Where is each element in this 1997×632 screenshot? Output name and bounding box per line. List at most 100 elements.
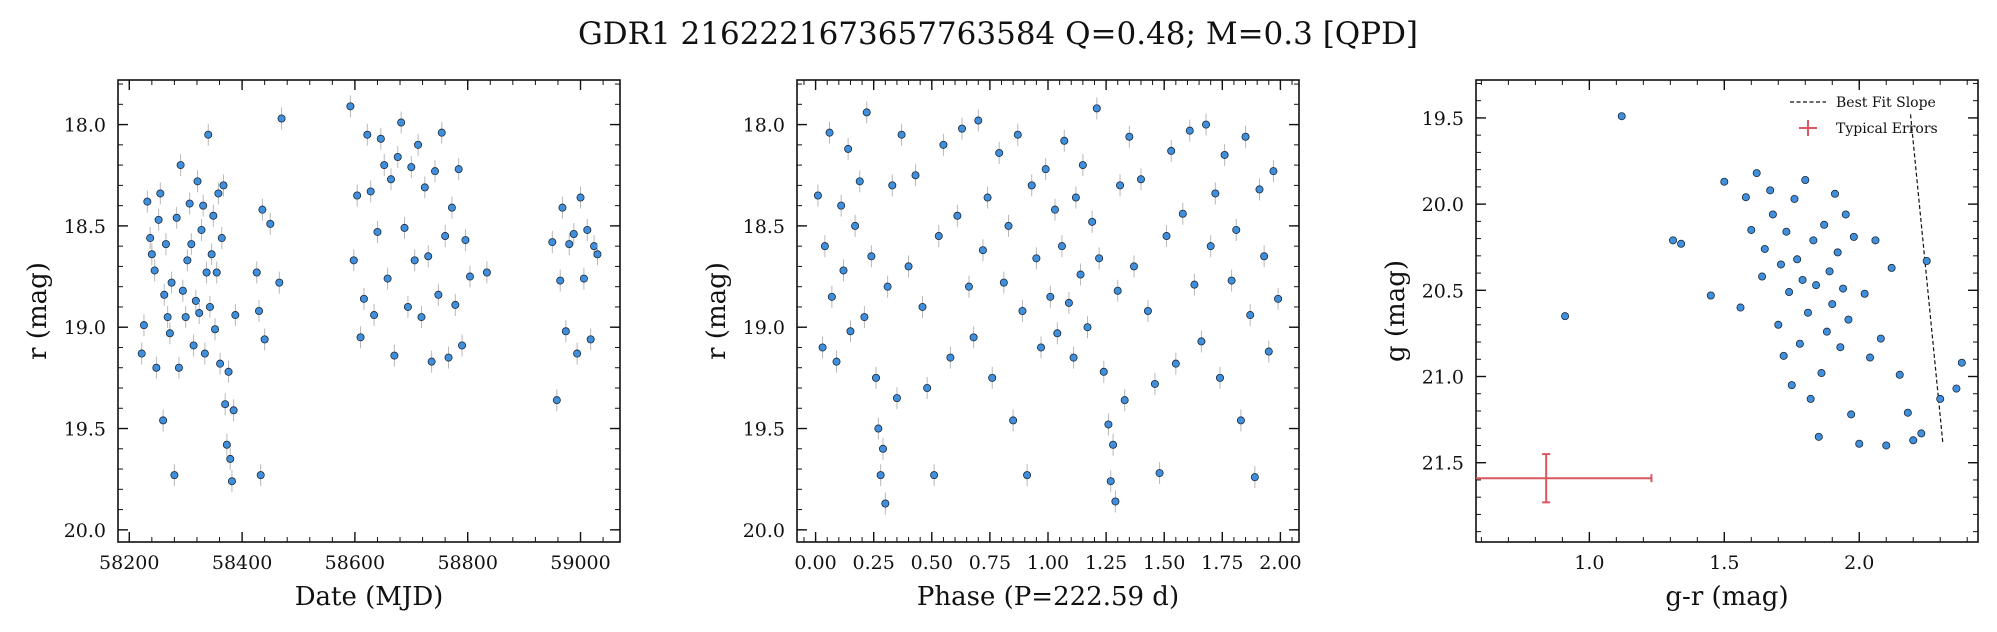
data-point [1109,440,1118,449]
data-point [1057,242,1066,251]
data-point [156,189,165,198]
data-point [252,268,261,277]
data-point [1787,381,1796,390]
data-point [217,234,226,243]
data-point [1060,136,1069,145]
data-point [1812,281,1821,290]
data-point [1227,276,1236,285]
light-curve-frame [117,79,621,543]
legend-typical-errors-label: Typical Errors [1836,121,1938,137]
x-tick-label: 0.50 [911,552,953,574]
data-point [1111,497,1120,506]
y-tick-label: 19.5 [1422,108,1464,130]
data-point [988,373,997,382]
data-point [386,175,395,184]
data-point [897,130,906,139]
data-point [1833,248,1842,257]
data-point [1004,221,1013,230]
data-point [565,240,574,249]
data-point [152,363,161,372]
data-point [855,177,864,186]
data-point [397,118,406,127]
data-point [221,400,230,409]
x-tick-label: 1.00 [1027,552,1069,574]
data-point [363,130,372,139]
data-point [1936,394,1945,403]
data-point [191,296,200,305]
y-axis-label: r (mag) [23,262,53,360]
data-point [934,232,943,241]
data-point [1825,267,1834,276]
data-point [224,367,233,376]
data-point [851,221,860,230]
data-point [548,238,557,247]
data-point [969,333,978,342]
data-point [441,232,450,241]
data-point [923,383,932,392]
data-point [1747,225,1756,234]
data-point [1129,262,1138,271]
data-point [204,130,213,139]
y-tick-label: 19.5 [64,419,106,441]
data-point [1882,441,1891,450]
data-point [199,201,208,210]
data-point [258,205,267,214]
data-point [1053,329,1062,338]
data-point [1136,175,1145,184]
data-point [1806,394,1815,403]
data-point [205,302,214,311]
data-point [1260,252,1269,261]
data-point [918,302,927,311]
data-point [1736,303,1745,312]
data-point [1018,306,1027,315]
data-point [586,335,595,344]
data-point [1190,280,1199,289]
data-point [958,124,967,133]
data-point [846,327,855,336]
data-point [1809,236,1818,245]
data-point [147,250,156,259]
data-point [1064,298,1073,307]
data-point [1143,306,1152,315]
data-point [1887,263,1896,272]
data-point [569,229,578,238]
y-axis-label: r (mag) [702,262,732,360]
data-point [143,197,152,206]
y-tick-label: 18.0 [743,115,785,137]
data-point [1847,410,1856,419]
x-tick-label: 58400 [212,552,272,574]
data-point [174,363,183,372]
data-point [1803,308,1812,317]
data-point [1241,132,1250,141]
data-point [1909,436,1918,445]
data-point [414,140,423,149]
data-point [1211,189,1220,198]
data-point [999,278,1008,287]
data-point [1768,210,1777,219]
data-point [383,274,392,283]
data-point [860,313,869,322]
data-point [451,300,460,309]
data-point [590,242,599,251]
x-tick-label: 1.25 [1085,552,1127,574]
data-point [1866,353,1875,362]
data-point [465,272,474,281]
data-point [883,282,892,291]
data-point [1741,193,1750,202]
data-point [1820,220,1829,229]
data-point [226,454,235,463]
data-point [1798,275,1807,284]
data-point [227,477,236,486]
data-point [844,144,853,153]
data-point [353,191,362,200]
data-point [260,335,269,344]
data-point [1171,359,1180,368]
color-magnitude-data [1476,112,1966,504]
data-point [561,327,570,336]
data-point [1264,347,1273,356]
data-point [978,246,987,255]
figure-title: GDR1 2162221673657763584 Q=0.48; M=0.3 [… [578,16,1418,52]
data-point [207,250,216,259]
x-tick-label: 1.50 [1143,552,1185,574]
x-tick-label: 58600 [325,552,385,574]
